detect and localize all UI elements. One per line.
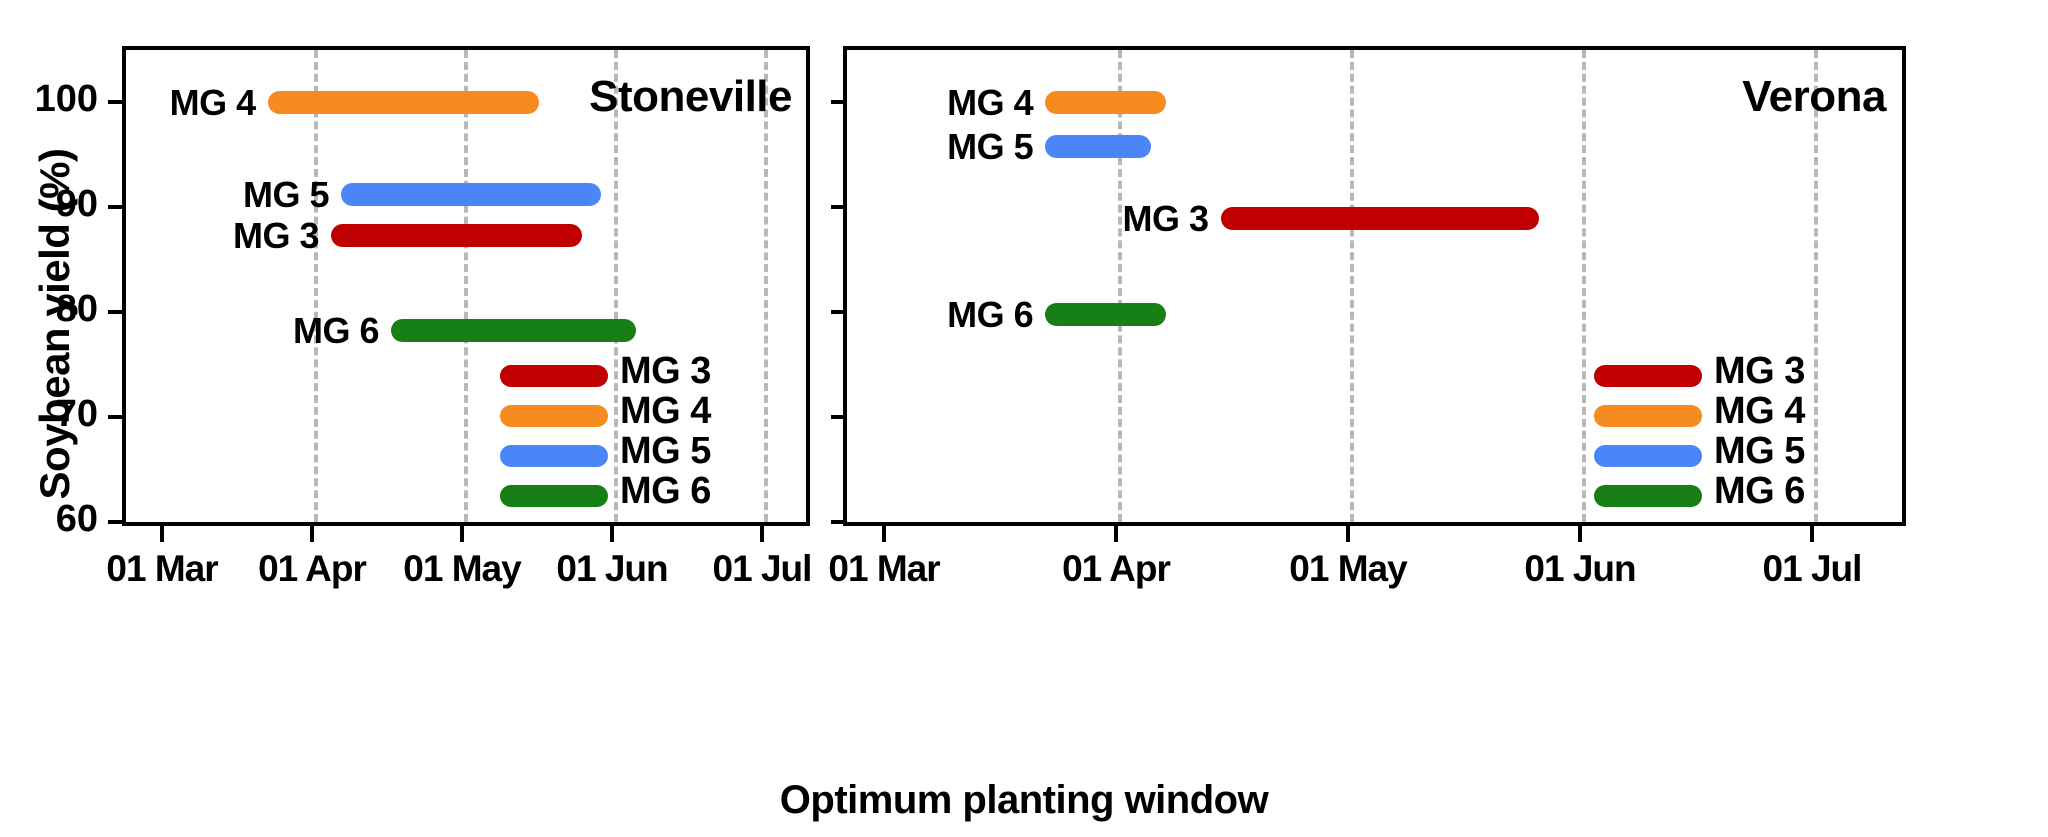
x-tick-01-may [460, 526, 464, 542]
gridline-01-jul [1814, 50, 1818, 522]
bar-stoneville-mg5 [341, 182, 602, 206]
bar-label-verona-mg3: MG 3 [1122, 197, 1210, 239]
legend-label-mg4: MG 4 [620, 390, 711, 432]
legend-item-mg4: MG 4 [1594, 390, 1884, 432]
legend-swatch-mg3 [1594, 365, 1702, 387]
y-tick-verona-90 [831, 205, 845, 210]
x-tick-01-jun [1578, 526, 1582, 542]
legend-stoneville: MG 3 MG 4 MG 5 MG 6 [500, 350, 790, 512]
legend-item-mg6: MG 6 [1594, 470, 1884, 512]
legend-swatch-mg5 [1594, 445, 1702, 467]
bar-label-verona-mg6: MG 6 [947, 294, 1034, 336]
y-tick-label-90: 90 [55, 183, 98, 226]
x-tick-label-01-jul: 01 Jul [1762, 548, 1863, 589]
x-tick-label-01-may: 01 May [403, 548, 521, 589]
x-tick-label-01-apr: 01 Apr [258, 548, 367, 589]
x-tick-label-01-jun: 01 Jun [556, 548, 668, 589]
legend-label-mg6: MG 6 [620, 470, 711, 512]
legend-swatch-mg3 [500, 365, 608, 387]
y-tick-70 [108, 415, 124, 420]
bar-label-stoneville-mg4: MG 4 [169, 82, 257, 124]
x-tick-label-01-mar: 01 Mar [828, 548, 940, 589]
x-tick-label-01-jun: 01 Jun [1524, 548, 1636, 589]
bar-label-verona-mg4: MG 4 [947, 82, 1034, 124]
legend-swatch-mg4 [1594, 405, 1702, 427]
legend-label-mg5: MG 5 [1714, 430, 1805, 472]
bar-label-stoneville-mg6: MG 6 [292, 310, 380, 352]
y-tick-label-80: 80 [55, 288, 98, 331]
legend-item-mg3: MG 3 [1594, 350, 1884, 392]
gridline-01-may [1350, 50, 1354, 522]
bar-verona-mg5 [1045, 135, 1151, 159]
x-tick-01-mar [160, 526, 164, 542]
panel-verona: MG 4 MG 5 MG 3 MG 6 Verona MG 3 MG 4 MG 5 MG 6 [843, 46, 1906, 526]
plot-area-stoneville: MG 4 MG 5 MG 3 MG 6 [126, 50, 806, 522]
legend-label-mg3: MG 3 [620, 350, 711, 392]
bar-stoneville-mg3 [331, 223, 583, 247]
gridline-01-apr [1118, 50, 1122, 522]
y-tick-80 [108, 310, 124, 315]
legend-item-mg6: MG 6 [500, 470, 790, 512]
y-tick-verona-70 [831, 415, 845, 420]
legend-item-mg4: MG 4 [500, 390, 790, 432]
bar-label-stoneville-mg3: MG 3 [232, 214, 320, 256]
legend-swatch-mg6 [1594, 485, 1702, 507]
gridline-01-apr [314, 50, 318, 522]
gridline-01-jul [764, 50, 768, 522]
panel-stoneville: MG 4 MG 5 MG 3 MG 6 Stoneville MG 3 MG 4 MG 5… [122, 46, 810, 526]
x-tick-01-apr [1114, 526, 1118, 542]
legend-label-mg3: MG 3 [1714, 350, 1805, 392]
x-tick-01-jul [1810, 526, 1814, 542]
legend-label-mg4: MG 4 [1714, 390, 1805, 432]
panel-title-verona: Verona [1742, 72, 1886, 121]
y-tick-label-60: 60 [55, 498, 98, 540]
x-tick-label-01-may: 01 May [1289, 548, 1407, 589]
legend-item-mg5: MG 5 [1594, 430, 1884, 472]
legend-swatch-mg6 [500, 485, 608, 507]
gridline-01-jun [614, 50, 618, 522]
bar-stoneville-mg6 [391, 319, 636, 343]
x-tick-label-01-mar: 01 Mar [106, 548, 218, 589]
x-tick-01-jun [610, 526, 614, 542]
y-tick-verona-80 [831, 310, 845, 315]
bar-label-stoneville-mg5: MG 5 [242, 173, 330, 215]
y-tick-verona-100 [831, 100, 845, 105]
x-tick-01-may [1346, 526, 1350, 542]
x-tick-01-apr [310, 526, 314, 542]
gridline-01-may [464, 50, 468, 522]
legend-verona: MG 3 MG 4 MG 5 MG 6 [1594, 350, 1884, 512]
bar-verona-mg6 [1045, 303, 1167, 327]
x-tick-01-jul [760, 526, 764, 542]
y-tick-verona-60 [831, 520, 845, 524]
legend-label-mg5: MG 5 [620, 430, 711, 472]
panel-title-stoneville: Stoneville [589, 72, 792, 121]
y-tick-60 [108, 520, 124, 524]
x-tick-01-mar [882, 526, 886, 542]
legend-item-mg3: MG 3 [500, 350, 790, 392]
y-tick-label-70: 70 [55, 393, 98, 436]
x-axis-title: Optimum planting window [779, 778, 1269, 822]
legend-label-mg6: MG 6 [1714, 470, 1805, 512]
y-tick-90 [108, 205, 124, 210]
bar-label-verona-mg5: MG 5 [947, 126, 1034, 168]
legend-swatch-mg5 [500, 445, 608, 467]
legend-swatch-mg4 [500, 405, 608, 427]
bar-verona-mg3 [1220, 206, 1540, 230]
plot-area-verona: MG 4 MG 5 MG 3 MG 6 [847, 50, 1902, 522]
gridline-01-jun [1582, 50, 1586, 522]
x-tick-label-01-jul: 01 Jul [712, 548, 813, 589]
y-tick-100 [108, 100, 124, 105]
y-tick-label-100: 100 [34, 78, 98, 121]
bar-stoneville-mg4 [267, 91, 539, 115]
bar-verona-mg4 [1045, 91, 1167, 115]
x-tick-label-01-apr: 01 Apr [1062, 548, 1171, 589]
legend-item-mg5: MG 5 [500, 430, 790, 472]
